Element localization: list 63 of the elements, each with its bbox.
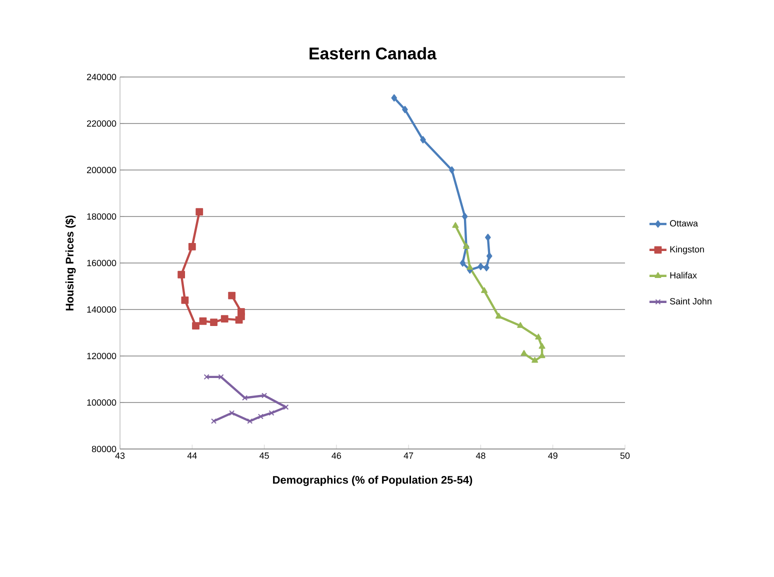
point <box>262 392 268 398</box>
point <box>258 414 264 420</box>
point <box>192 322 200 330</box>
point <box>466 264 474 270</box>
point <box>495 312 502 319</box>
point <box>211 418 217 424</box>
point <box>520 350 528 356</box>
point <box>268 410 274 416</box>
point <box>486 252 492 260</box>
point <box>283 404 289 410</box>
point <box>238 308 245 316</box>
x-tick-label: 44 <box>187 452 197 459</box>
point <box>448 166 455 174</box>
chart-title: Eastern Canada <box>310 47 437 60</box>
point <box>391 94 398 102</box>
point <box>460 259 466 267</box>
legend-label: Kingston <box>670 246 704 254</box>
point <box>452 222 459 228</box>
x-tick-label: 47 <box>404 452 414 459</box>
y-tick-label: 80000 <box>92 446 116 452</box>
point <box>210 318 218 326</box>
point <box>481 287 488 293</box>
y-tick-label: 180000 <box>87 213 116 220</box>
point <box>532 356 538 363</box>
point <box>402 106 408 114</box>
point <box>517 322 524 328</box>
y-tick-label: 100000 <box>87 399 116 406</box>
point <box>228 292 236 300</box>
point <box>229 410 235 416</box>
point <box>181 296 189 304</box>
point <box>242 395 248 401</box>
y-tick-label: 200000 <box>87 166 116 174</box>
point <box>462 212 468 220</box>
x-tick-label: 49 <box>548 452 558 459</box>
point <box>535 334 542 340</box>
legend-label: Halifax <box>670 272 697 278</box>
point <box>196 208 204 216</box>
point <box>485 234 491 242</box>
point <box>188 243 196 250</box>
point <box>218 374 224 380</box>
y-tick-label: 120000 <box>87 352 116 360</box>
y-tick-label: 220000 <box>87 120 116 127</box>
point <box>538 343 546 349</box>
y-axis-title: Housing Prices ($) <box>65 215 76 310</box>
x-tick-label: 46 <box>332 452 342 459</box>
legend-label: Saint John <box>670 298 712 304</box>
point <box>247 418 253 424</box>
y-tick-label: 240000 <box>87 74 116 80</box>
x-tick-label: 43 <box>115 452 125 459</box>
point <box>484 264 490 272</box>
point <box>204 374 210 380</box>
point <box>178 270 186 278</box>
point <box>420 136 426 144</box>
point <box>478 262 484 270</box>
x-tick-label: 45 <box>260 452 269 459</box>
point <box>220 315 228 322</box>
point <box>199 317 207 325</box>
x-tick-label: 50 <box>620 452 630 459</box>
y-tick-label: 160000 <box>87 260 116 266</box>
y-tick-label: 140000 <box>87 306 116 313</box>
legend-label: Ottawa <box>670 220 698 227</box>
x-axis-title: Demographics (% of Population 25-54) <box>273 476 472 486</box>
x-tick-label: 48 <box>476 452 486 459</box>
